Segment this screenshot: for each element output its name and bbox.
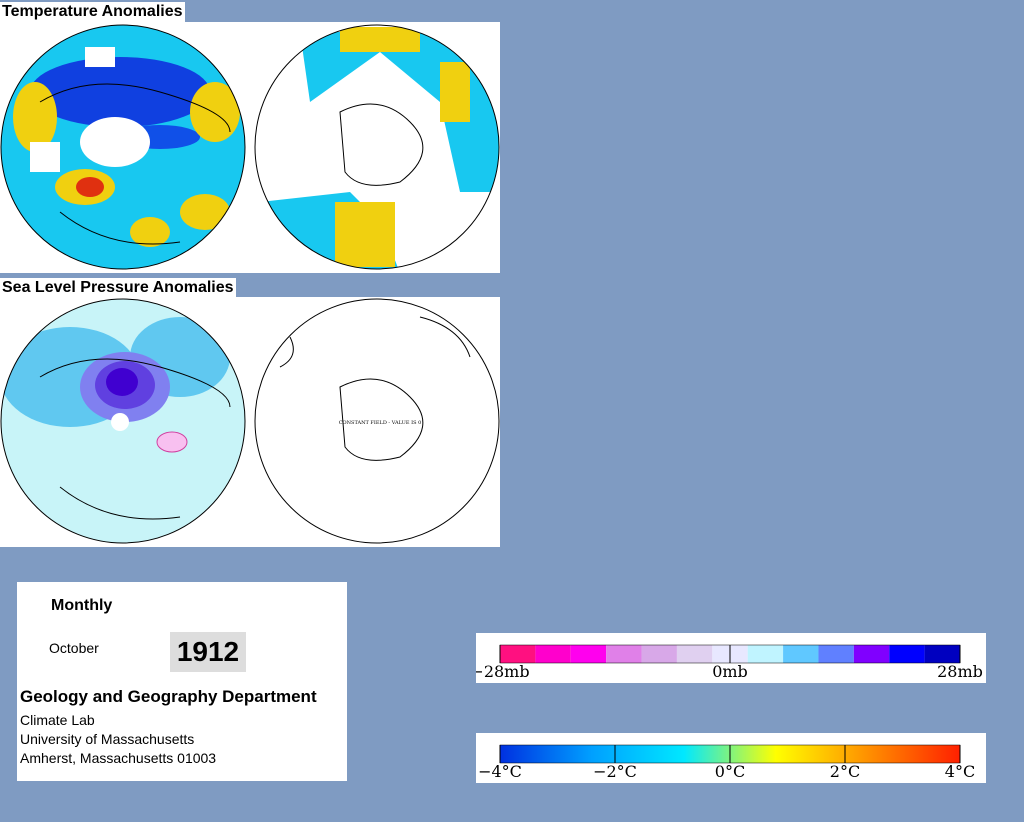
tick-label: 0°C bbox=[715, 762, 745, 781]
tick-label: −2°C bbox=[593, 762, 637, 781]
tick-label: −28mb bbox=[476, 662, 530, 681]
color-segment bbox=[500, 645, 536, 663]
temperature-maps bbox=[0, 24, 500, 270]
color-segment bbox=[889, 645, 925, 663]
pressure-title: Sea Level Pressure Anomalies bbox=[0, 278, 236, 298]
info-line: University of Massachusetts bbox=[20, 731, 195, 747]
globe-outline bbox=[0, 24, 246, 270]
temperature-panel bbox=[0, 22, 500, 273]
color-segment bbox=[535, 645, 571, 663]
color-segment bbox=[924, 645, 960, 663]
color-segment bbox=[676, 645, 713, 663]
map-note: CONSTANT FIELD - VALUE IS 0 bbox=[339, 420, 422, 426]
pressure-colorbar: −28mb 0mb 28mb bbox=[470, 633, 986, 683]
color-segment bbox=[606, 645, 642, 663]
tick-label: 0mb bbox=[712, 662, 748, 681]
info-box: Monthly October 1912 Geology and Geograp… bbox=[17, 582, 347, 781]
color-segment bbox=[641, 645, 677, 663]
color-segment bbox=[747, 645, 784, 663]
globe-outline bbox=[0, 298, 246, 544]
pressure-maps: CONSTANT FIELD - VALUE IS 0 bbox=[0, 298, 500, 544]
temperature-title: Temperature Anomalies bbox=[0, 2, 185, 22]
tick-label: 2°C bbox=[830, 762, 860, 781]
temperature-colorbar: −4°C −2°C 0°C 2°C 4°C bbox=[476, 733, 986, 783]
tick-label: −4°C bbox=[478, 762, 522, 781]
info-line: Climate Lab bbox=[20, 712, 95, 728]
tick-label: 4°C bbox=[945, 762, 975, 781]
globe-outline bbox=[254, 298, 500, 544]
colorbar: −28mb 0mb 28mb bbox=[470, 644, 983, 681]
north-globe bbox=[1, 299, 245, 543]
colorbar: −4°C −2°C 0°C 2°C 4°C bbox=[478, 744, 975, 781]
info-line: Amherst, Massachusetts 01003 bbox=[20, 750, 217, 766]
north-globe bbox=[1, 25, 245, 269]
department: Geology and Geography Department bbox=[20, 687, 317, 706]
south-globe bbox=[255, 25, 499, 269]
color-segment bbox=[853, 645, 890, 663]
color-segment bbox=[818, 645, 854, 663]
pressure-panel: CONSTANT FIELD - VALUE IS 0 bbox=[0, 297, 500, 547]
period: Monthly bbox=[51, 597, 113, 614]
tick-label: 28mb bbox=[937, 662, 983, 681]
year: 1912 bbox=[170, 632, 246, 672]
globe-outline bbox=[254, 24, 500, 270]
month: October bbox=[49, 640, 99, 656]
color-segment bbox=[570, 645, 607, 663]
coastline bbox=[279, 316, 471, 461]
color-segment bbox=[783, 645, 819, 663]
